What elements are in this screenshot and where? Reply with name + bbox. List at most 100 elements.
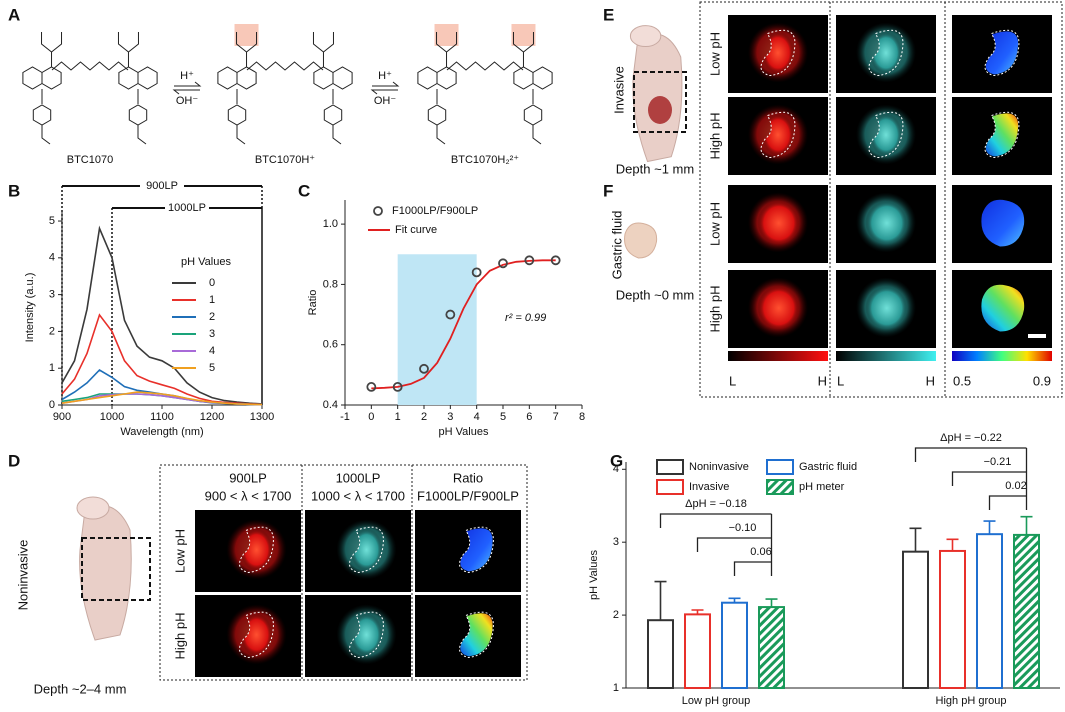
vertical-label: Low pH: [172, 529, 187, 573]
outline: [349, 611, 384, 658]
x-tick-label: 7: [553, 411, 559, 423]
line: [61, 225, 263, 405]
outline: [868, 111, 904, 159]
signal: [865, 199, 909, 247]
ring: [417, 66, 457, 90]
compound-name: BTC1070H⁺: [255, 154, 315, 166]
methoxy: [137, 125, 147, 145]
x-tick-label: 1: [395, 411, 401, 423]
error-bar: [654, 580, 667, 621]
phenyl: [523, 104, 543, 126]
legend-label: pH meter: [799, 481, 845, 493]
region-box: [633, 71, 687, 133]
x-tick-label: 6: [526, 411, 532, 423]
y-tick-label: 2: [49, 325, 55, 337]
bar: [758, 606, 785, 689]
polymethine: [446, 61, 524, 71]
methoxy: [436, 125, 446, 145]
colorbar-label: H: [926, 373, 935, 388]
column-subtitle: F1000LP/F900LP: [417, 488, 519, 503]
outline: [984, 111, 1020, 159]
amine: [512, 32, 534, 67]
error-bar: [691, 609, 704, 615]
vertical-label: pH Values: [588, 550, 600, 600]
vertical-label: High pH: [707, 286, 722, 333]
outline: [239, 611, 274, 658]
legend-label: 5: [209, 362, 215, 374]
signal: [869, 31, 903, 75]
signal: [761, 31, 795, 75]
colorbar-label: 0.5: [953, 373, 971, 388]
legend-label: Gastric fluid: [799, 461, 857, 473]
ring: [313, 66, 353, 90]
x-tick-label: 4: [474, 411, 480, 423]
y-tick-label: 1: [613, 682, 619, 694]
vertical-label: Gastric fluid: [609, 211, 624, 280]
bar: [647, 619, 674, 690]
y-tick-label: 1.0: [323, 218, 338, 230]
vertical-label: Low pH: [707, 32, 722, 76]
legend-label: Noninvasive: [689, 461, 749, 473]
signal: [240, 528, 273, 572]
annotation: −0.10: [729, 522, 757, 534]
colorbar-label: L: [729, 373, 736, 388]
signal: [985, 31, 1019, 75]
legend-label: 3: [209, 328, 215, 340]
legend-title: pH Values: [181, 256, 231, 268]
tissue: [624, 222, 658, 259]
y-tick-label: 3: [613, 536, 619, 548]
phenyl: [323, 104, 343, 126]
panel-box: [159, 464, 528, 681]
panel-label: D: [8, 451, 20, 470]
bracket: [659, 513, 772, 528]
x-tick-label: 5: [500, 411, 506, 423]
point: [524, 255, 535, 266]
amine: [436, 32, 458, 67]
bracket: [914, 447, 1027, 462]
region-label: 900LP: [146, 180, 178, 192]
depth-label: Depth ~2–4 mm: [34, 681, 127, 696]
ring: [22, 66, 62, 90]
x-tick-label: 8: [579, 411, 585, 423]
signal: [350, 528, 383, 572]
compound-name: BTC1070H₂²⁺: [451, 154, 519, 166]
y-tick-label: 0.8: [323, 278, 338, 290]
y-tick-label: 0.4: [323, 399, 338, 411]
polymethine: [246, 61, 324, 71]
y-tick-label: 2: [613, 609, 619, 621]
amine: [117, 32, 139, 67]
phenyl: [128, 104, 148, 126]
colorbar: [952, 351, 1052, 361]
colorbar: [728, 351, 828, 361]
y-tick-label: 5: [49, 215, 55, 227]
signal: [460, 613, 493, 657]
signal: [981, 284, 1025, 332]
y-tick-label: 4: [613, 463, 619, 475]
panel-label: F: [603, 181, 613, 200]
point: [419, 363, 429, 374]
label-bg: [165, 201, 209, 215]
point: [550, 255, 561, 266]
signal: [460, 528, 493, 572]
legend-swatch: [766, 459, 794, 475]
outline: [760, 29, 796, 77]
compound-name: BTC1070: [67, 154, 113, 166]
legend-swatch: [766, 479, 794, 495]
amine: [41, 32, 63, 67]
legend-label: Invasive: [689, 481, 729, 493]
signal: [981, 199, 1025, 247]
outline: [459, 611, 494, 658]
point: [366, 382, 377, 392]
equilibrium-arrow: [370, 81, 400, 95]
panel-box: [699, 1, 1063, 398]
region-label: 1000LP: [168, 202, 206, 214]
signal: [869, 113, 903, 157]
x-tick-label: 0: [368, 411, 374, 423]
panel-label: A: [8, 5, 20, 24]
methoxy: [236, 125, 246, 145]
amine: [236, 32, 258, 67]
x-tick-label: 900: [53, 411, 71, 423]
phenyl: [227, 104, 247, 126]
region-box: [81, 537, 151, 601]
